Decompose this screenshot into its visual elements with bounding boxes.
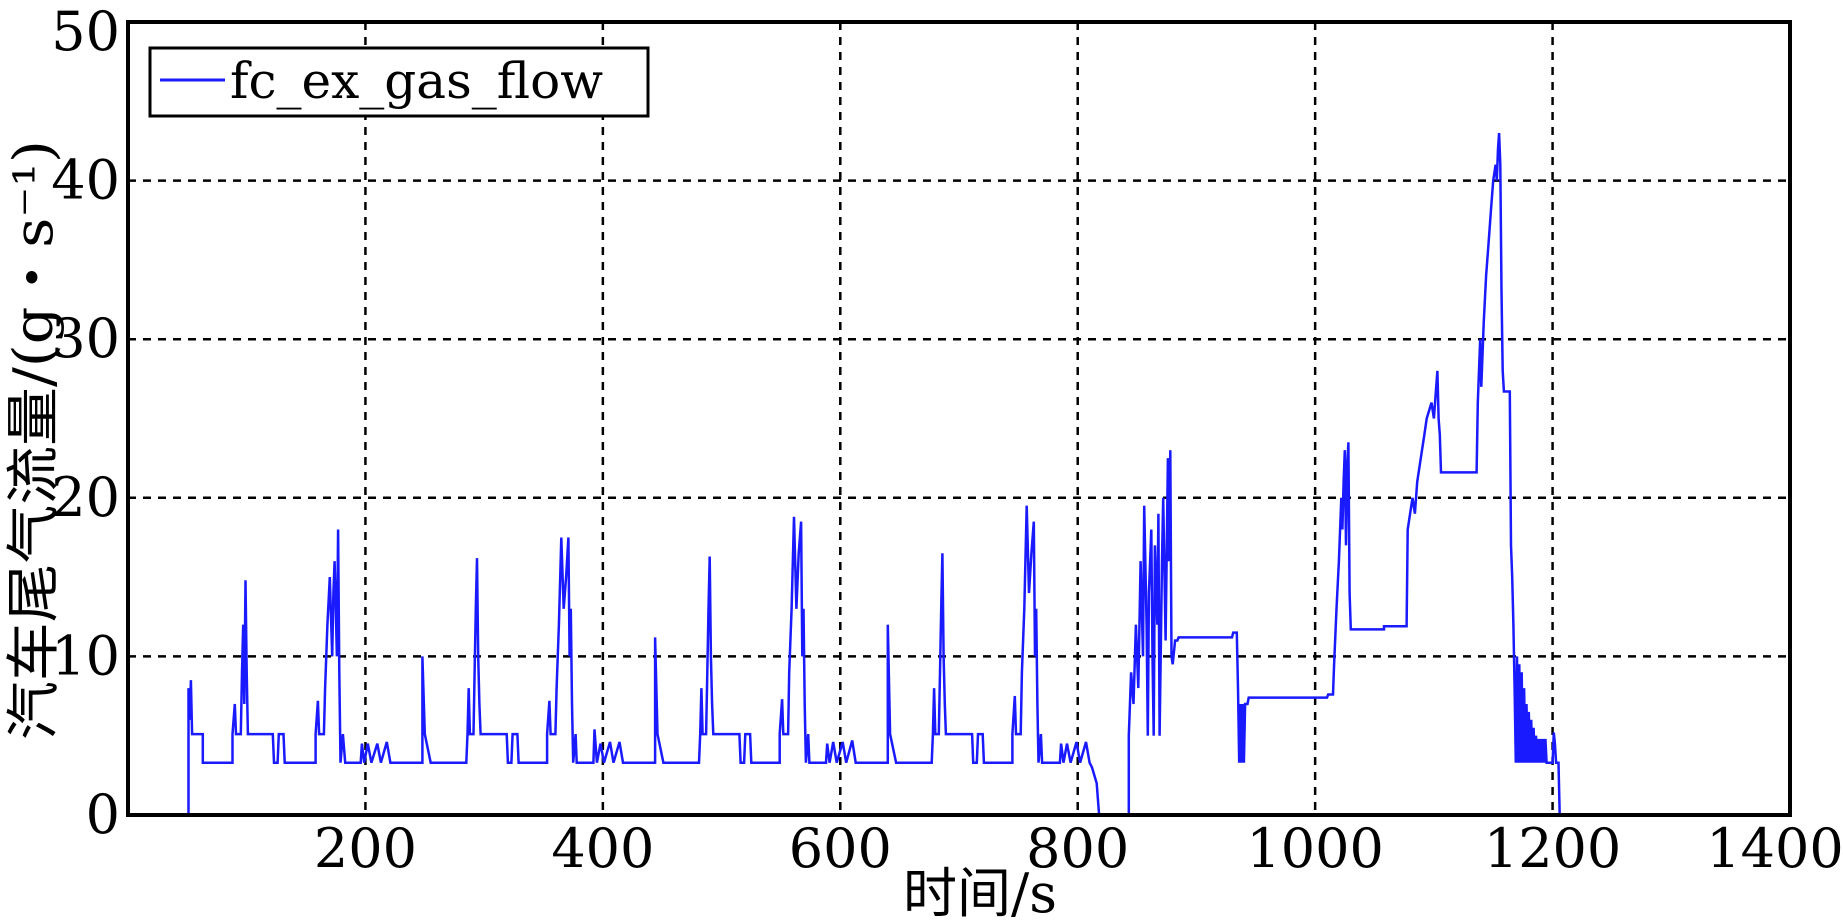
legend-box [148, 46, 650, 118]
y-tick-label: 20 [51, 466, 120, 529]
x-tick-label: 1200 [1484, 817, 1621, 880]
x-tick-label: 600 [789, 817, 892, 880]
y-tick-label: 40 [51, 149, 120, 212]
x-tick-label: 1400 [1706, 817, 1843, 880]
x-tick-label: 800 [1026, 817, 1129, 880]
series-layer [187, 132, 1561, 817]
y-axis-label: 汽车尾气流量/(g・s⁻¹) [2, 140, 65, 740]
series-line-fc_ex_gas_flow [187, 132, 1561, 817]
x-axis-label: 时间/s [903, 862, 1057, 924]
legend-label: fc_ex_gas_flow [230, 52, 603, 110]
y-tick-label: 10 [51, 624, 120, 687]
tick-labels: 200 400 600 800 1000 1200 1400 0 10 20 30 40 50 [51, 0, 1843, 880]
y-tick-label: 0 [86, 783, 120, 846]
x-tick-label: 400 [551, 817, 654, 880]
x-tick-label: 200 [314, 817, 417, 880]
x-tick-label: 1000 [1246, 817, 1383, 880]
legend: fc_ex_gas_flow [148, 46, 650, 118]
y-tick-label: 30 [51, 307, 120, 370]
grid-lines [128, 22, 1790, 815]
y-tick-label: 50 [51, 0, 120, 63]
plot-frame [126, 20, 1792, 817]
